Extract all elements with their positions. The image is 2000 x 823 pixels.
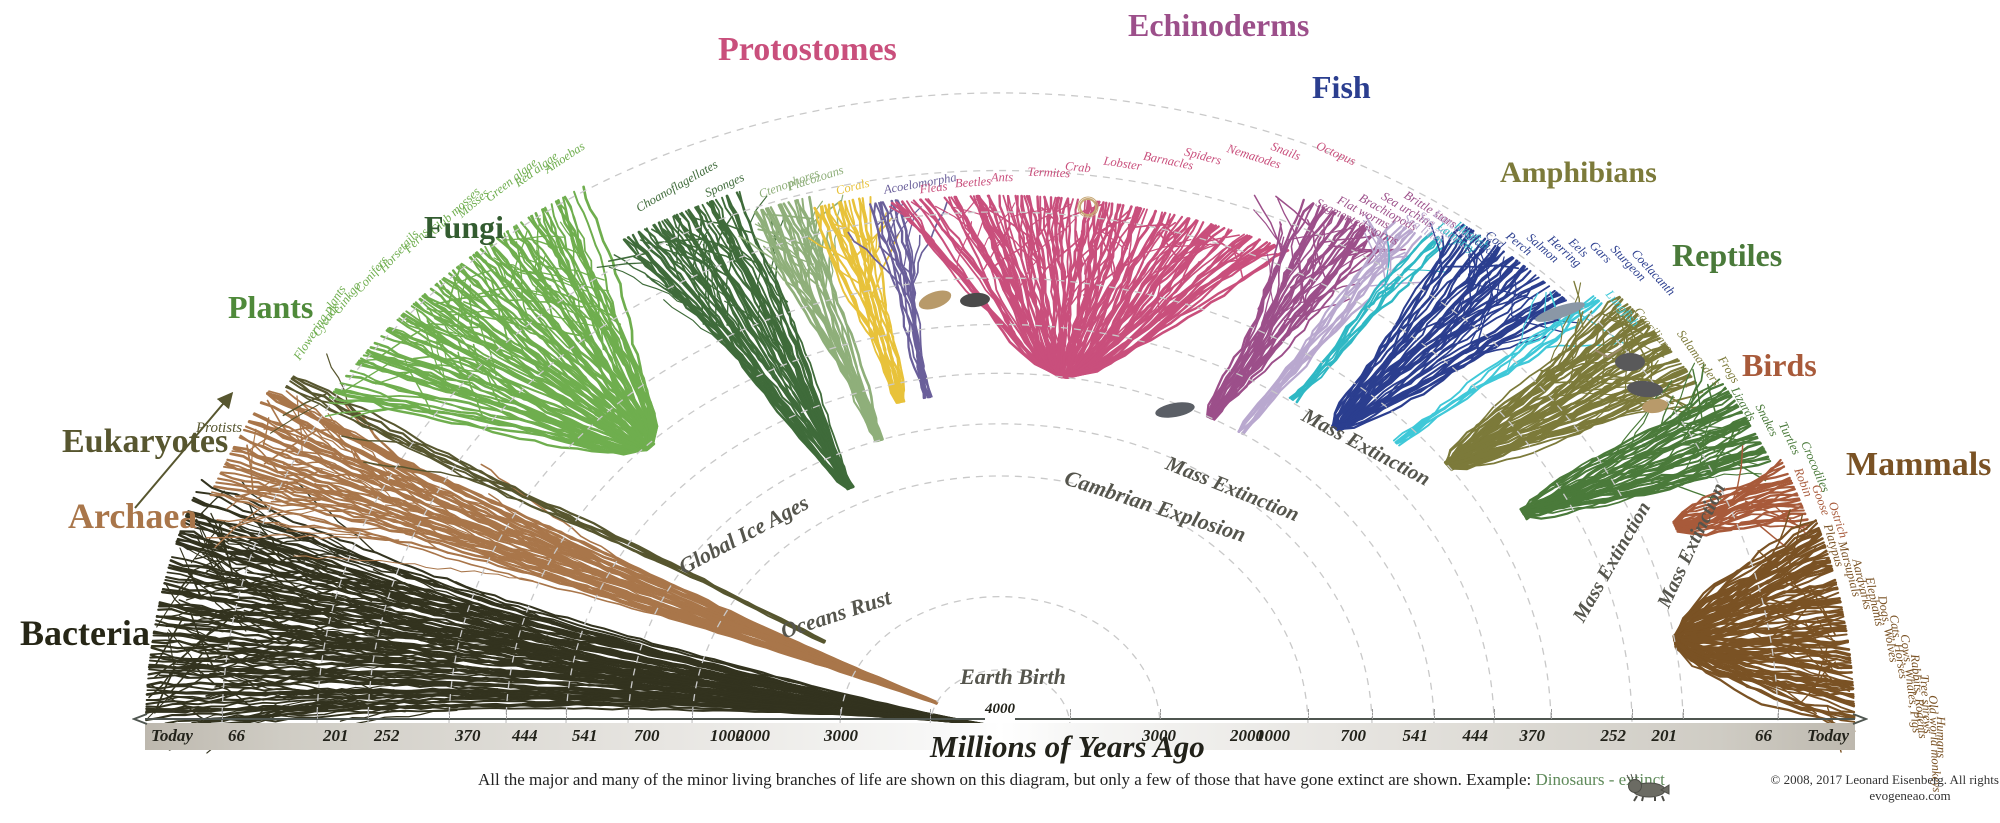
svg-text:Snakes: Snakes xyxy=(1753,401,1782,438)
svg-text:Earth Birth: Earth Birth xyxy=(959,664,1066,689)
svg-text:Fish: Fish xyxy=(1312,69,1371,105)
svg-text:Mass Extinction: Mass Extinction xyxy=(1297,402,1434,490)
svg-text:Fleas: Fleas xyxy=(918,179,948,196)
svg-text:Turtles: Turtles xyxy=(1776,420,1804,458)
svg-text:Birds: Birds xyxy=(1742,347,1817,383)
svg-text:Humans: Humans xyxy=(1934,715,1949,758)
svg-text:Caecilians: Caecilians xyxy=(1631,305,1675,356)
svg-text:Beetles: Beetles xyxy=(955,174,992,190)
svg-text:Lungfish: Lungfish xyxy=(1602,287,1642,330)
svg-text:Plants: Plants xyxy=(228,289,313,325)
svg-text:Mass Extinction: Mass Extinction xyxy=(1568,498,1655,627)
svg-text:Ants: Ants xyxy=(990,170,1014,184)
svg-text:Crab: Crab xyxy=(1064,159,1091,175)
svg-text:Protists: Protists xyxy=(195,420,242,436)
svg-text:Oceans Rust: Oceans Rust xyxy=(777,584,894,643)
svg-text:Corals: Corals xyxy=(834,176,871,198)
svg-text:Fungi: Fungi xyxy=(424,209,504,245)
svg-text:Octopus: Octopus xyxy=(1314,138,1358,168)
svg-text:Reptiles: Reptiles xyxy=(1672,237,1782,273)
svg-text:Mass Extinction: Mass Extinction xyxy=(1653,480,1730,613)
svg-text:Salamanders: Salamanders xyxy=(1674,327,1723,388)
svg-text:Lizards: Lizards xyxy=(1728,384,1759,424)
svg-text:Bacteria: Bacteria xyxy=(20,613,150,653)
svg-text:Amphibians: Amphibians xyxy=(1500,156,1657,189)
svg-text:Echinoderms: Echinoderms xyxy=(1128,7,1309,43)
svg-text:Lobster: Lobster xyxy=(1102,153,1143,173)
svg-text:Archaea: Archaea xyxy=(68,496,197,536)
svg-text:Global Ice Ages: Global Ice Ages xyxy=(674,490,812,579)
svg-text:Mammals: Mammals xyxy=(1846,446,1991,483)
svg-text:Protostomes: Protostomes xyxy=(718,31,897,68)
